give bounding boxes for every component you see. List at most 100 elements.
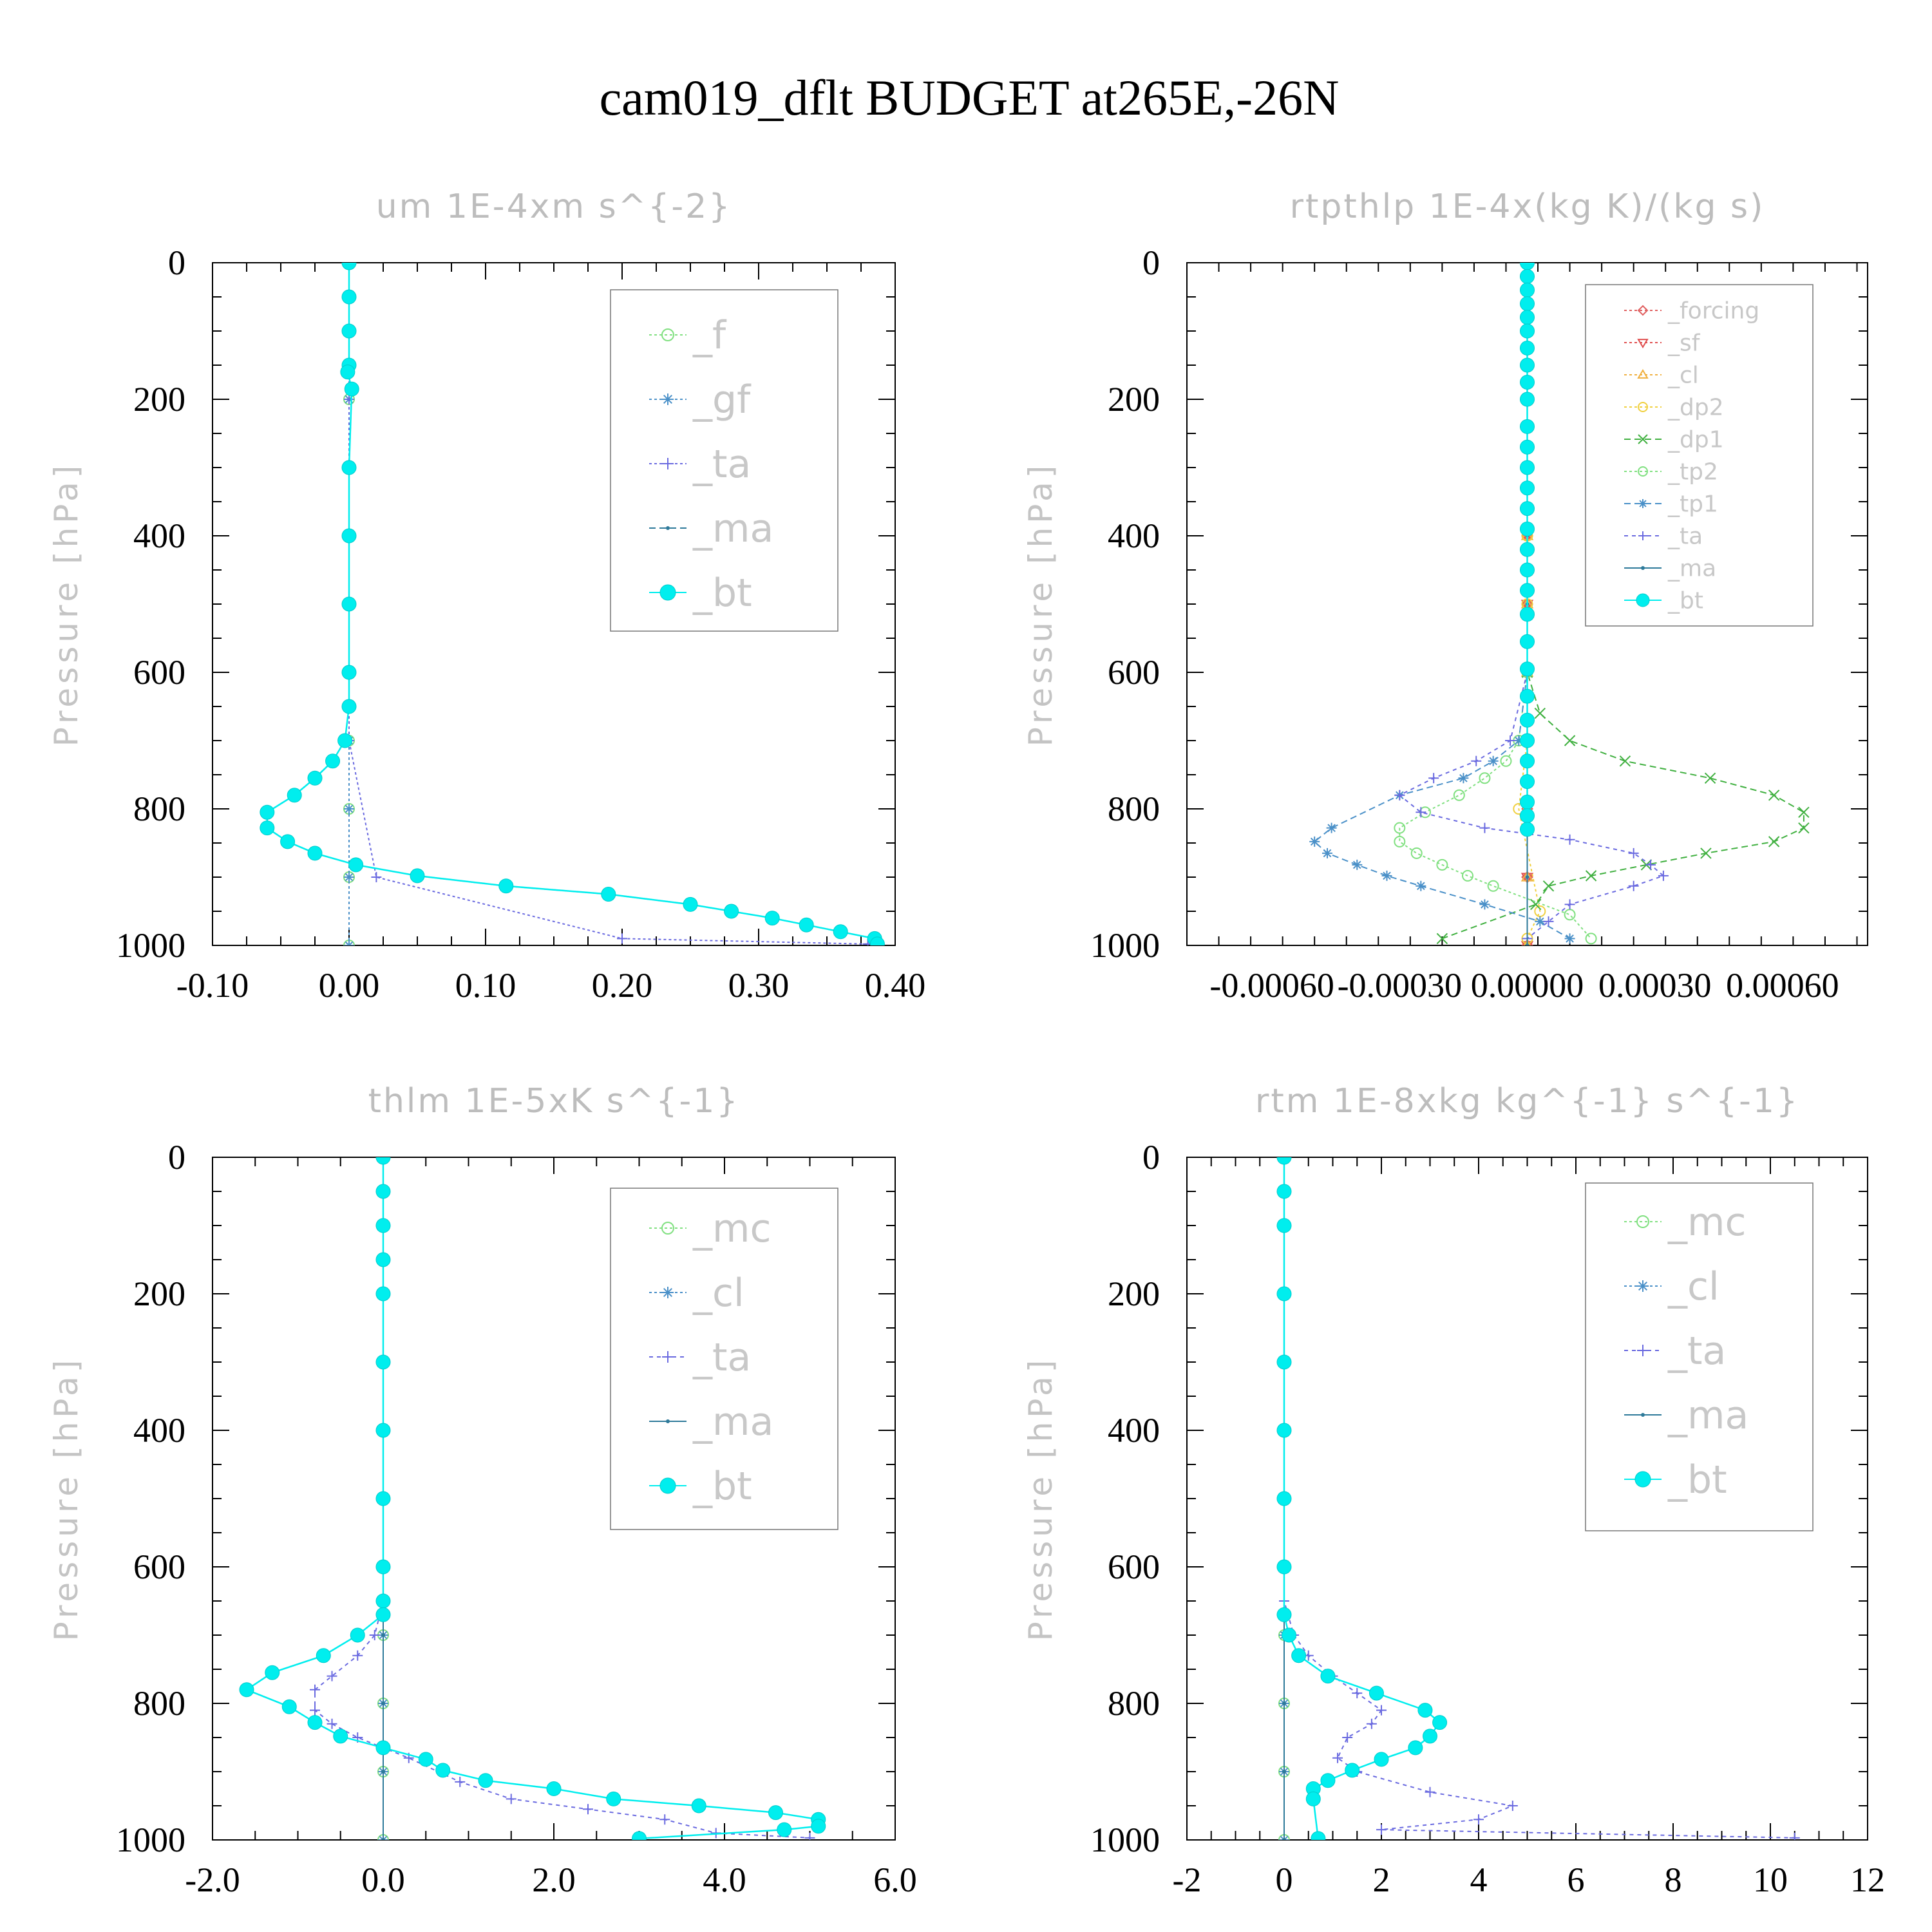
data-point-ta bbox=[659, 1814, 670, 1825]
y-axis-label: Pressure [hPa] bbox=[48, 1356, 85, 1642]
legend-label: _tp1 bbox=[1667, 491, 1718, 518]
series-group bbox=[1309, 263, 1810, 945]
data-point-dp1 bbox=[1564, 735, 1576, 746]
series-line-tp1 bbox=[1313, 263, 1571, 940]
data-point-bt bbox=[1520, 688, 1535, 704]
data-point-bt bbox=[811, 1819, 826, 1834]
y-tick-label: 600 bbox=[133, 1548, 185, 1586]
data-point-bt bbox=[1520, 542, 1535, 557]
data-point-bt bbox=[281, 1699, 297, 1714]
data-point-tp1 bbox=[1416, 880, 1426, 891]
data-point-tp1 bbox=[1535, 916, 1546, 927]
data-point-ta bbox=[1376, 1705, 1387, 1716]
data-point-bt bbox=[340, 365, 355, 380]
legend-label: _cl bbox=[692, 1271, 744, 1316]
legend-marker bbox=[1638, 499, 1647, 508]
data-point-ma bbox=[381, 1701, 385, 1705]
data-point-tp2 bbox=[1394, 822, 1406, 834]
data-point-bt bbox=[498, 878, 514, 894]
data-point-bt bbox=[1520, 794, 1535, 810]
data-point-tp1 bbox=[1322, 848, 1333, 858]
data-point-bt bbox=[691, 1798, 706, 1814]
data-point-ta bbox=[506, 1794, 516, 1804]
data-point-bt bbox=[341, 289, 357, 305]
legend-label: _ma bbox=[692, 506, 773, 551]
y-tick-label: 0 bbox=[1142, 1138, 1160, 1177]
data-point-tp2 bbox=[1394, 835, 1406, 848]
legend-marker bbox=[1641, 566, 1645, 570]
y-tick-label: 400 bbox=[1108, 1411, 1160, 1450]
x-tick-label: -0.00060 bbox=[1209, 966, 1334, 1005]
data-point-tp1 bbox=[1326, 822, 1337, 833]
y-tick-label: 600 bbox=[1108, 1548, 1160, 1586]
data-point-bt bbox=[478, 1773, 493, 1788]
y-tick-label: 800 bbox=[133, 790, 185, 828]
data-point-ma bbox=[1282, 1838, 1286, 1840]
y-tick-label: 800 bbox=[1108, 790, 1160, 828]
data-point-bt bbox=[260, 804, 275, 820]
legend-label: _bt bbox=[1667, 588, 1703, 614]
legend-marker bbox=[1637, 339, 1649, 348]
data-point-ta bbox=[327, 1671, 337, 1681]
data-point-dp1 bbox=[1436, 933, 1448, 945]
series-line-bt bbox=[245, 1157, 820, 1840]
data-point-bt bbox=[1432, 1715, 1448, 1730]
data-point-bt bbox=[341, 596, 357, 612]
data-point-bt bbox=[606, 1791, 621, 1806]
data-point-ta bbox=[1471, 755, 1482, 766]
y-tick-label: 1000 bbox=[116, 926, 185, 965]
series-group bbox=[239, 1157, 826, 1840]
x-tick-label: 0.40 bbox=[865, 966, 926, 1005]
data-point-tp2 bbox=[1487, 880, 1499, 892]
legend-marker bbox=[662, 393, 674, 405]
series-line-tp2 bbox=[1399, 263, 1592, 940]
data-point-bt bbox=[1291, 1648, 1307, 1663]
data-point-bt bbox=[375, 1286, 391, 1302]
data-point-ta bbox=[1479, 822, 1490, 833]
y-tick-label: 200 bbox=[133, 1274, 185, 1313]
data-point-ma bbox=[381, 1633, 385, 1637]
legend-box bbox=[610, 1188, 838, 1530]
data-point-cl bbox=[1523, 939, 1531, 945]
y-tick-label: 0 bbox=[168, 243, 185, 282]
legend-label: _sf bbox=[1667, 330, 1701, 357]
legend: _mc _cl _ta _ma _bt bbox=[1585, 1182, 1814, 1531]
data-point-tp2 bbox=[1453, 789, 1465, 801]
data-point-bt bbox=[1320, 1669, 1336, 1684]
legend-marker bbox=[1637, 369, 1649, 379]
data-point-bt bbox=[1374, 1752, 1389, 1767]
data-point-ta bbox=[455, 1776, 466, 1787]
data-point-bt bbox=[1276, 1157, 1292, 1165]
x-tick-label: -0.00030 bbox=[1338, 966, 1462, 1005]
y-tick-label: 400 bbox=[1108, 516, 1160, 555]
data-point-ta bbox=[369, 1630, 380, 1640]
data-point-dp1 bbox=[1542, 880, 1555, 892]
data-point-ta bbox=[1425, 1786, 1435, 1797]
legend-label: _ma bbox=[1667, 556, 1716, 582]
data-point-bt bbox=[1520, 480, 1535, 496]
data-point-ma bbox=[1282, 1770, 1286, 1774]
x-tick-label: -0.10 bbox=[176, 966, 249, 1005]
data-point-ta bbox=[310, 1684, 320, 1695]
x-tick-label: 8 bbox=[1665, 1861, 1682, 1899]
x-tick-label: 6 bbox=[1567, 1861, 1585, 1899]
x-tick-label: 0.00030 bbox=[1598, 966, 1712, 1005]
data-point-bt bbox=[1520, 808, 1535, 824]
data-point-tp2 bbox=[1462, 869, 1474, 882]
data-point-gf bbox=[344, 804, 354, 814]
legend-marker bbox=[662, 1287, 674, 1298]
x-tick-label: 0.0 bbox=[361, 1861, 405, 1899]
y-tick-label: 200 bbox=[1108, 380, 1160, 419]
data-point-bt bbox=[1520, 583, 1535, 598]
y-tick-label: 800 bbox=[133, 1684, 185, 1723]
data-point-ta bbox=[1366, 1718, 1377, 1729]
data-point-bt bbox=[1320, 1773, 1336, 1788]
data-point-bt bbox=[316, 1648, 331, 1663]
y-tick-label: 1000 bbox=[1090, 926, 1160, 965]
data-point-tp1 bbox=[1352, 859, 1363, 870]
legend: _f _gf _ta _ma _bt bbox=[610, 289, 838, 632]
legend-label: _tp2 bbox=[1667, 459, 1718, 486]
data-point-ta bbox=[1416, 807, 1426, 818]
data-point-tp1 bbox=[1458, 773, 1469, 784]
